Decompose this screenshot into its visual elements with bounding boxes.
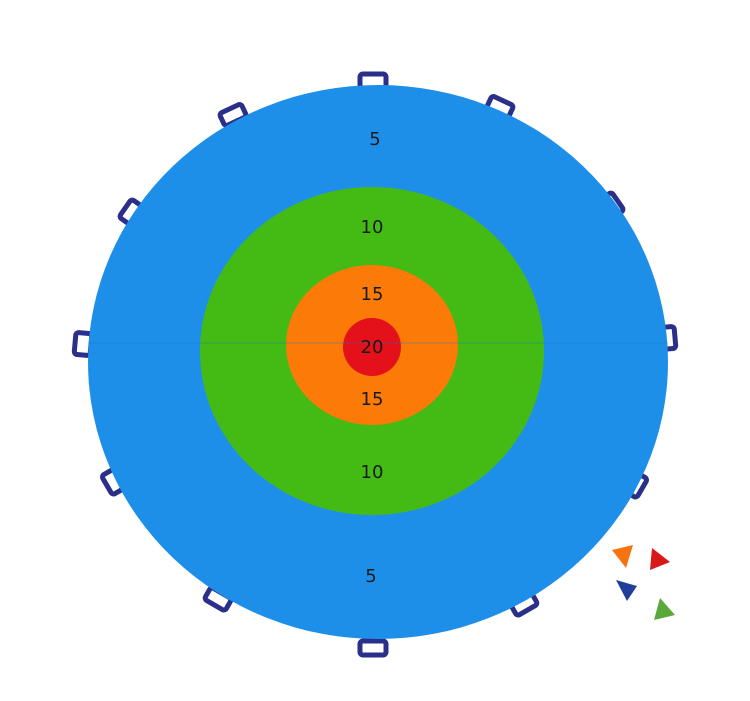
score-label: 20 [361, 337, 384, 358]
score-label: 10 [361, 462, 384, 483]
handle [357, 638, 389, 658]
ring-20 [343, 318, 401, 376]
bean-bag [616, 580, 637, 601]
bean-bag [650, 548, 670, 570]
score-label: 15 [361, 284, 384, 305]
score-label: 5 [365, 566, 376, 587]
score-label: 15 [361, 389, 384, 410]
score-label: 10 [361, 217, 384, 238]
score-label: 5 [369, 129, 380, 150]
bean-bag [654, 598, 675, 620]
bean-bag [612, 545, 633, 568]
